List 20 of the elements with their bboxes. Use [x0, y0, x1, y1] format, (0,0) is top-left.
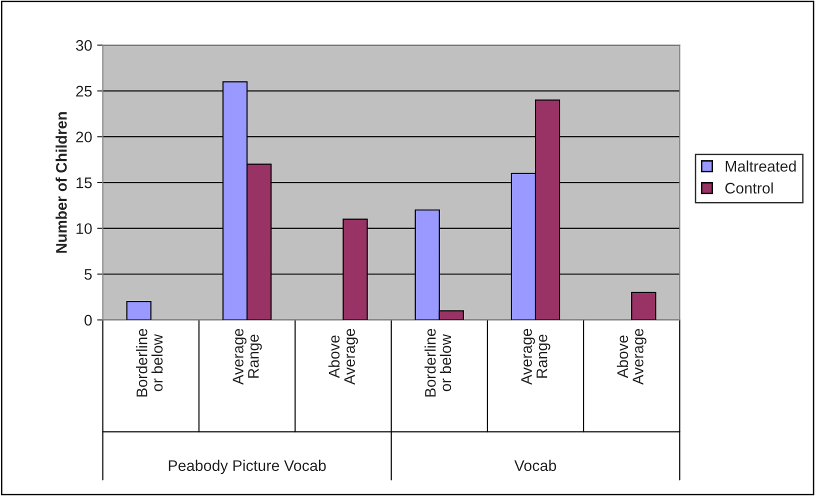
y-tick-label: 25: [76, 86, 92, 97]
x-tick-label: Above Average: [328, 328, 358, 385]
legend-label: Control: [725, 182, 773, 194]
y-tick-label: 15: [76, 178, 92, 188]
y-tick-label: 10: [76, 223, 92, 234]
text: Vocab: [514, 460, 556, 472]
bar: [631, 292, 656, 320]
x-tick-label: Average Range: [232, 328, 262, 385]
y-tick-label: 30: [76, 40, 92, 51]
y-tick-label: 5: [84, 269, 92, 280]
x-tick-label: Borderline or below: [424, 328, 452, 397]
bar: [126, 301, 152, 320]
y-tick-label: 0: [84, 314, 92, 326]
y-tick-label: 20: [76, 132, 92, 142]
x-tick-label: Average Range: [521, 328, 550, 385]
x-tick-label: Borderline or below: [136, 328, 163, 397]
legend-label: Maltreated: [726, 160, 796, 172]
x-tick-label: Above Average: [616, 328, 646, 385]
y-axis-title: Number of Children: [56, 112, 67, 253]
text: Peabody Picture Vocab: [168, 460, 326, 474]
